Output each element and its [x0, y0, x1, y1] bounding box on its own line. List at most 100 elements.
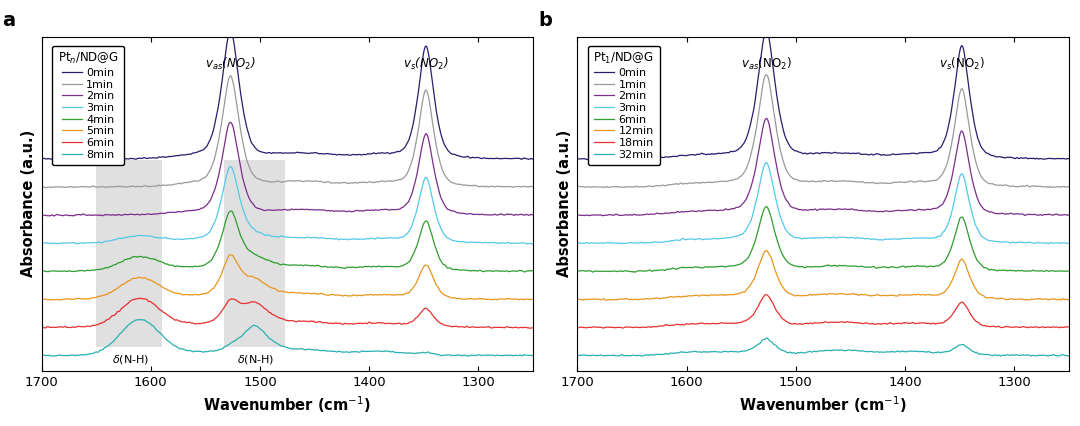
8min	[274, 343, 287, 348]
1min	[261, 179, 274, 184]
4min	[422, 223, 435, 228]
6min	[797, 265, 810, 270]
5min	[60, 296, 73, 301]
5min	[422, 265, 435, 270]
12min	[958, 260, 971, 265]
Text: a: a	[2, 11, 15, 30]
5min	[513, 297, 526, 302]
0min	[1049, 156, 1062, 161]
6min	[261, 308, 274, 314]
Line: 1min: 1min	[578, 75, 1069, 187]
Text: $\it{v}$$_{as}$(NO$_2$): $\it{v}$$_{as}$(NO$_2$)	[741, 56, 792, 72]
Line: 6min: 6min	[41, 298, 534, 328]
4min	[513, 268, 526, 273]
1min	[958, 95, 971, 100]
Bar	[96, 160, 162, 347]
6min	[35, 325, 48, 330]
Line: 3min: 3min	[578, 162, 1069, 244]
2min	[261, 207, 274, 213]
2min	[571, 213, 584, 218]
Line: 0min: 0min	[41, 31, 534, 160]
18min	[797, 321, 810, 326]
Line: 6min: 6min	[578, 207, 1069, 272]
8min	[60, 353, 73, 358]
0min	[513, 156, 526, 161]
Text: $\it{v}$$_s$(NO$_2$): $\it{v}$$_s$(NO$_2$)	[403, 56, 448, 72]
8min	[527, 353, 540, 358]
12min	[1049, 296, 1062, 302]
8min	[133, 317, 146, 322]
32min	[810, 349, 823, 354]
0min	[571, 156, 584, 161]
0min	[797, 151, 810, 156]
0min	[759, 28, 772, 33]
2min	[224, 120, 237, 125]
12min	[596, 296, 609, 302]
6min	[760, 204, 773, 209]
Legend: 0min, 1min, 2min, 3min, 4min, 5min, 6min, 8min: 0min, 1min, 2min, 3min, 4min, 5min, 6min…	[52, 46, 124, 165]
3min	[1049, 240, 1062, 245]
1min	[759, 72, 772, 78]
1min	[1049, 185, 1062, 190]
0min	[513, 156, 526, 161]
12min	[797, 293, 810, 298]
4min	[274, 262, 287, 267]
32min	[1049, 353, 1062, 358]
3min	[1042, 241, 1055, 246]
8min	[35, 353, 48, 358]
12min	[760, 248, 773, 253]
1min	[797, 178, 810, 184]
6min	[958, 220, 971, 225]
0min	[958, 55, 971, 60]
Text: $\it{v}$$_{as}$(NO$_2$): $\it{v}$$_{as}$(NO$_2$)	[205, 56, 256, 72]
3min	[422, 181, 435, 186]
1min	[274, 180, 287, 185]
1min	[596, 184, 609, 190]
5min	[261, 283, 274, 288]
12min	[810, 292, 823, 297]
32min	[1063, 354, 1076, 359]
Line: 18min: 18min	[578, 295, 1069, 328]
0min	[224, 28, 237, 33]
0min	[1049, 156, 1062, 161]
32min	[1049, 353, 1062, 358]
0min	[810, 150, 823, 155]
3min	[274, 233, 287, 238]
1min	[35, 184, 48, 189]
2min	[48, 213, 60, 219]
1min	[1049, 185, 1062, 190]
18min	[1063, 324, 1076, 329]
0min	[422, 55, 435, 60]
18min	[1049, 325, 1062, 330]
3min	[513, 241, 526, 246]
8min	[461, 354, 474, 359]
18min	[810, 320, 823, 325]
8min	[261, 334, 274, 339]
6min	[60, 325, 73, 330]
2min	[958, 137, 971, 142]
3min	[512, 241, 525, 246]
Line: 8min: 8min	[41, 320, 534, 356]
0min	[60, 156, 73, 161]
3min	[527, 242, 540, 247]
4min	[60, 269, 73, 274]
0min	[274, 150, 287, 155]
3min	[596, 241, 609, 246]
2min	[797, 207, 810, 213]
3min	[60, 241, 73, 246]
6min	[571, 268, 584, 273]
4min	[518, 269, 531, 274]
2min	[527, 213, 540, 218]
18min	[571, 325, 584, 331]
3min	[261, 233, 274, 238]
2min	[274, 207, 287, 213]
0min	[261, 150, 274, 155]
18min	[759, 292, 772, 297]
6min	[527, 325, 540, 331]
Y-axis label: Absorbance (a.u.): Absorbance (a.u.)	[21, 130, 36, 277]
1min	[513, 184, 526, 189]
2min	[596, 213, 609, 218]
2min	[35, 213, 48, 218]
6min	[422, 308, 435, 313]
2min	[422, 139, 435, 144]
